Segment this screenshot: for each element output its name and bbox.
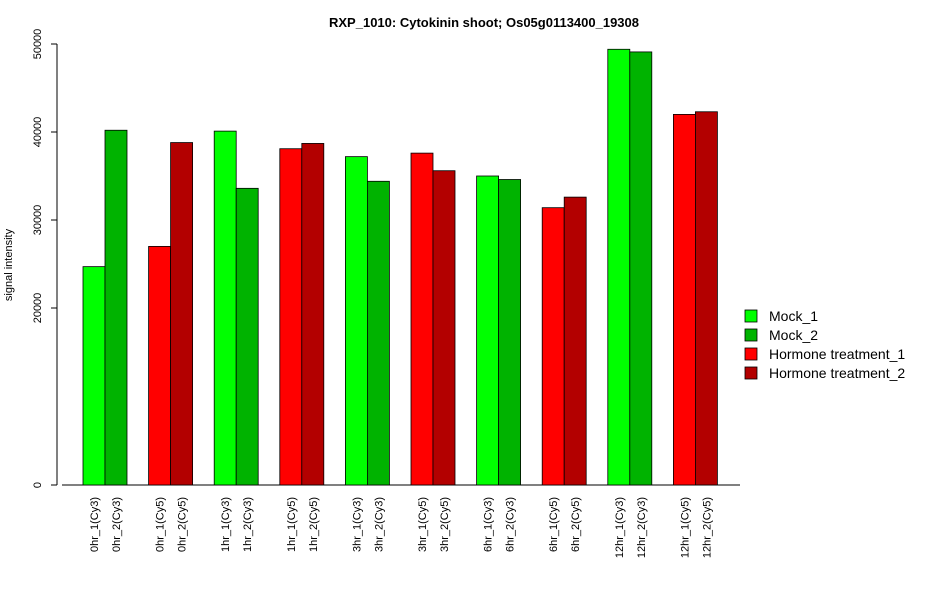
x-tick-label: 1hr_1(Cy3): [220, 497, 232, 552]
y-tick-label: 40000: [32, 117, 44, 148]
y-tick-label: 20000: [32, 293, 44, 324]
bar: [104, 129, 128, 486]
bar: [213, 130, 237, 486]
x-tick-label: 6hr_1(Cy5): [548, 497, 560, 552]
y-tick-label: 0: [32, 482, 44, 488]
y-axis-label: signal intensity: [3, 228, 15, 301]
x-tick-label: 12hr_1(Cy3): [614, 497, 626, 558]
x-tick-label: 12hr_2(Cy3): [636, 497, 648, 558]
bars: [82, 48, 718, 486]
x-tick-label: 3hr_2(Cy5): [439, 497, 451, 552]
x-tick-label: 12hr_1(Cy5): [679, 497, 691, 558]
bar: [279, 148, 303, 486]
x-tick-label: 6hr_2(Cy5): [570, 497, 582, 552]
x-tick-label: 6hr_1(Cy3): [483, 497, 495, 552]
chart-title: RXP_1010: Cytokinin shoot; Os05g0113400_…: [329, 15, 639, 30]
legend-label: Hormone treatment_2: [769, 365, 905, 381]
bar: [301, 143, 325, 486]
bar: [366, 180, 390, 486]
x-tick-label: 6hr_2(Cy3): [505, 497, 517, 552]
x-tick-label: 0hr_1(Cy3): [89, 497, 101, 552]
legend-swatch: [744, 366, 758, 380]
x-tick-label: 1hr_2(Cy5): [308, 497, 320, 552]
x-tick-label: 1hr_1(Cy5): [286, 497, 298, 552]
bar: [673, 114, 696, 486]
bar: [235, 187, 259, 486]
legend-label: Mock_1: [769, 308, 818, 324]
x-tick-label: 12hr_2(Cy5): [701, 497, 713, 558]
bar: [607, 48, 631, 486]
legend-swatch: [744, 309, 758, 323]
x-tick-label: 1hr_2(Cy3): [242, 497, 254, 552]
x-tick-label: 3hr_1(Cy5): [417, 497, 429, 552]
category-labels: 0hr_1(Cy3) 0hr_2(Cy3) 0hr_1(Cy5) 0hr_2(Cy5)…: [89, 497, 713, 558]
x-tick-label: 3hr_1(Cy3): [351, 497, 363, 552]
bar: [563, 196, 587, 486]
y-tick-label: 50000: [32, 29, 44, 60]
legend-label: Mock_2: [769, 327, 818, 343]
legend: Mock_1 Mock_2 Hormone treatment_1 Hormone t…: [744, 308, 905, 381]
legend-swatch: [744, 328, 758, 342]
bar: [695, 111, 718, 486]
x-tick-label: 0hr_1(Cy5): [155, 497, 167, 552]
legend-label: Hormone treatment_1: [769, 346, 905, 362]
bar: [170, 142, 194, 486]
bar: [410, 152, 434, 486]
x-tick-label: 0hr_2(Cy5): [177, 497, 189, 552]
y-tick-label: 30000: [32, 205, 44, 236]
x-tick-label: 0hr_2(Cy3): [111, 497, 123, 552]
y-axis: 0 20000 30000 40000 50000: [32, 29, 58, 488]
bar: [148, 245, 172, 486]
bar: [432, 170, 456, 486]
bar: [344, 156, 368, 486]
bar: [82, 266, 106, 486]
x-tick-label: 3hr_2(Cy3): [373, 497, 385, 552]
bar: [498, 179, 522, 486]
bar: [476, 175, 500, 486]
legend-swatch: [744, 347, 758, 361]
bar: [629, 51, 653, 486]
bar: [541, 207, 565, 486]
